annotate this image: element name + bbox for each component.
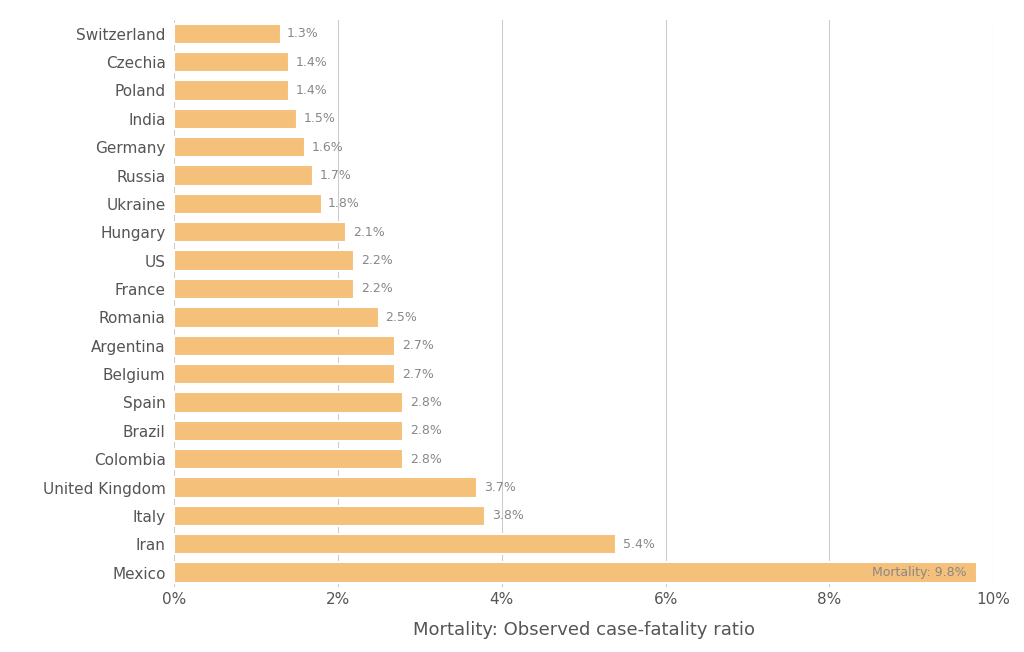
Text: 3.8%: 3.8% — [492, 509, 524, 522]
Bar — [174, 307, 379, 327]
Text: 1.8%: 1.8% — [328, 198, 360, 211]
Text: Mortality: 9.8%: Mortality: 9.8% — [872, 566, 967, 579]
Text: 2.7%: 2.7% — [401, 339, 434, 352]
Text: 3.7%: 3.7% — [483, 481, 516, 494]
Bar — [174, 421, 403, 441]
Bar — [174, 80, 289, 100]
Text: 1.4%: 1.4% — [295, 55, 327, 68]
Text: 5.4%: 5.4% — [623, 538, 655, 551]
Text: 2.5%: 2.5% — [385, 311, 418, 324]
Bar — [174, 137, 305, 157]
Bar — [174, 279, 354, 299]
Bar — [174, 222, 346, 243]
Bar — [174, 109, 297, 129]
Text: 1.5%: 1.5% — [303, 112, 336, 125]
Bar — [174, 477, 477, 497]
Bar — [174, 52, 289, 72]
Text: 2.8%: 2.8% — [410, 396, 442, 409]
Text: 1.6%: 1.6% — [311, 141, 343, 154]
Text: 2.2%: 2.2% — [360, 254, 392, 267]
Text: 1.7%: 1.7% — [319, 169, 352, 182]
X-axis label: Mortality: Observed case-fatality ratio: Mortality: Observed case-fatality ratio — [413, 621, 755, 639]
Text: 2.7%: 2.7% — [401, 368, 434, 381]
Bar — [174, 364, 395, 384]
Text: 2.2%: 2.2% — [360, 282, 392, 295]
Bar — [174, 393, 403, 413]
Bar — [174, 166, 313, 186]
Text: 1.4%: 1.4% — [295, 84, 327, 97]
Bar — [174, 23, 281, 44]
Bar — [174, 534, 616, 554]
Text: 1.3%: 1.3% — [287, 27, 318, 40]
Bar — [174, 250, 354, 271]
Bar — [174, 336, 395, 356]
Bar — [174, 563, 977, 583]
Text: 2.1%: 2.1% — [352, 226, 384, 239]
Bar — [174, 449, 403, 469]
Bar — [174, 506, 485, 526]
Text: 2.8%: 2.8% — [410, 424, 442, 437]
Bar — [174, 194, 322, 214]
Text: 2.8%: 2.8% — [410, 452, 442, 466]
